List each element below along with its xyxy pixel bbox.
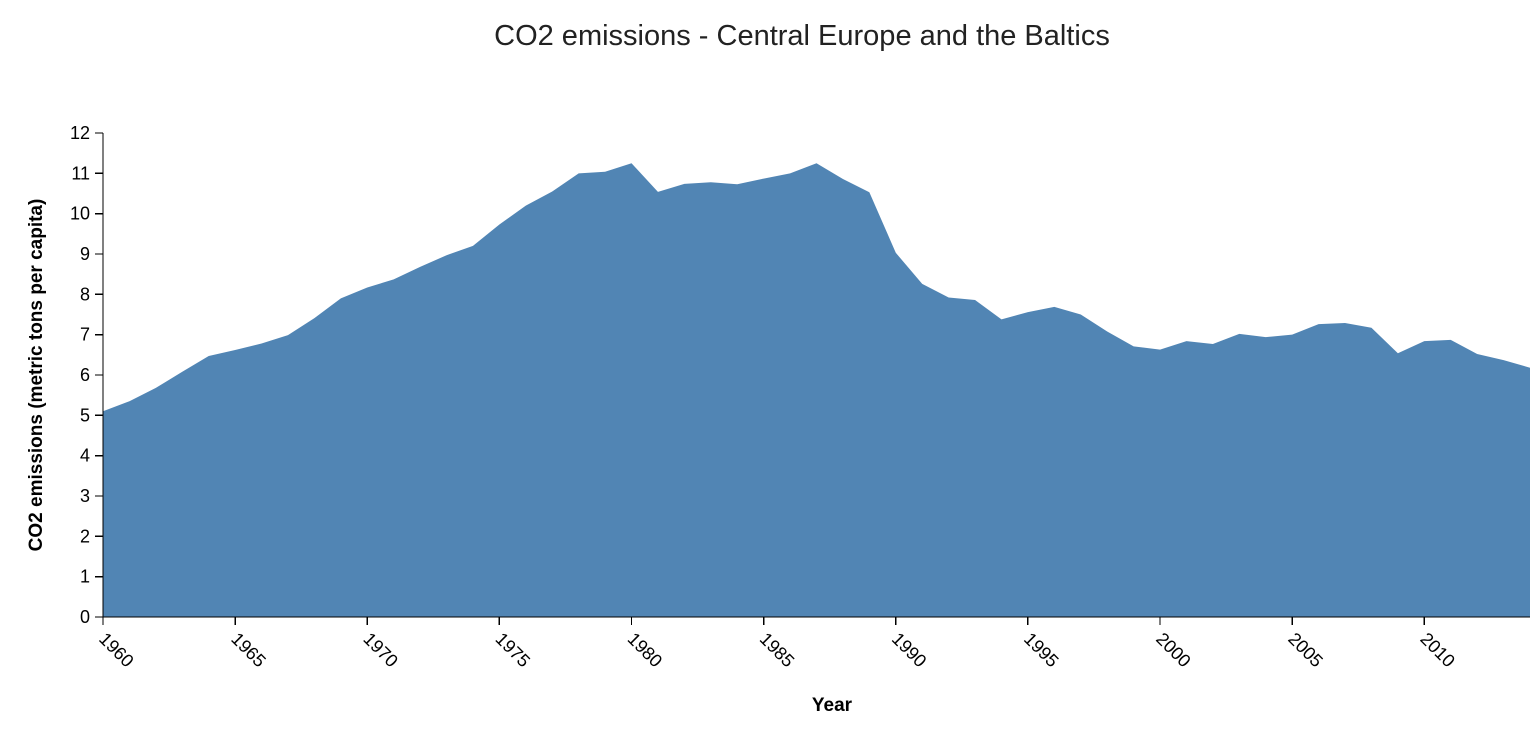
y-tick-label: 9 <box>80 244 90 264</box>
x-tick-label: 1985 <box>756 629 798 671</box>
y-tick-label: 10 <box>70 204 90 224</box>
x-tick-label: 1980 <box>624 629 666 671</box>
co2-area <box>103 163 1530 617</box>
y-tick-label: 4 <box>80 446 90 466</box>
y-tick-label: 6 <box>80 365 90 385</box>
chart-title: CO2 emissions - Central Europe and the B… <box>494 20 1110 52</box>
x-tick-label: 1965 <box>227 629 269 671</box>
x-tick-label: 2005 <box>1284 629 1326 671</box>
x-tick-label: 1960 <box>95 629 137 671</box>
x-axis-title: Year <box>812 695 853 716</box>
y-tick-label: 7 <box>80 325 90 345</box>
y-tick-label: 8 <box>80 284 90 304</box>
x-tick-label: 1995 <box>1020 629 1062 671</box>
x-tick-label: 2010 <box>1416 629 1458 671</box>
y-tick-label: 0 <box>80 607 90 627</box>
y-axis-title: CO2 emissions (metric tons per capita) <box>26 199 47 552</box>
y-tick-label: 5 <box>80 405 90 425</box>
x-tick-label: 2000 <box>1152 629 1194 671</box>
y-tick-label: 2 <box>80 526 90 546</box>
x-tick-label: 1970 <box>359 629 401 671</box>
area-layer <box>103 163 1530 617</box>
x-axis: 1960 1965 1970 1975 1980 1985 1990 1995 2000 2005… <box>95 616 1530 671</box>
x-tick-label: 1990 <box>888 629 930 671</box>
y-tick-label: 1 <box>80 567 90 587</box>
y-tick-label: 11 <box>71 163 90 183</box>
y-tick-label: 3 <box>80 486 90 506</box>
y-tick-label: 12 <box>70 123 90 143</box>
x-tick-label: 1975 <box>492 629 534 671</box>
